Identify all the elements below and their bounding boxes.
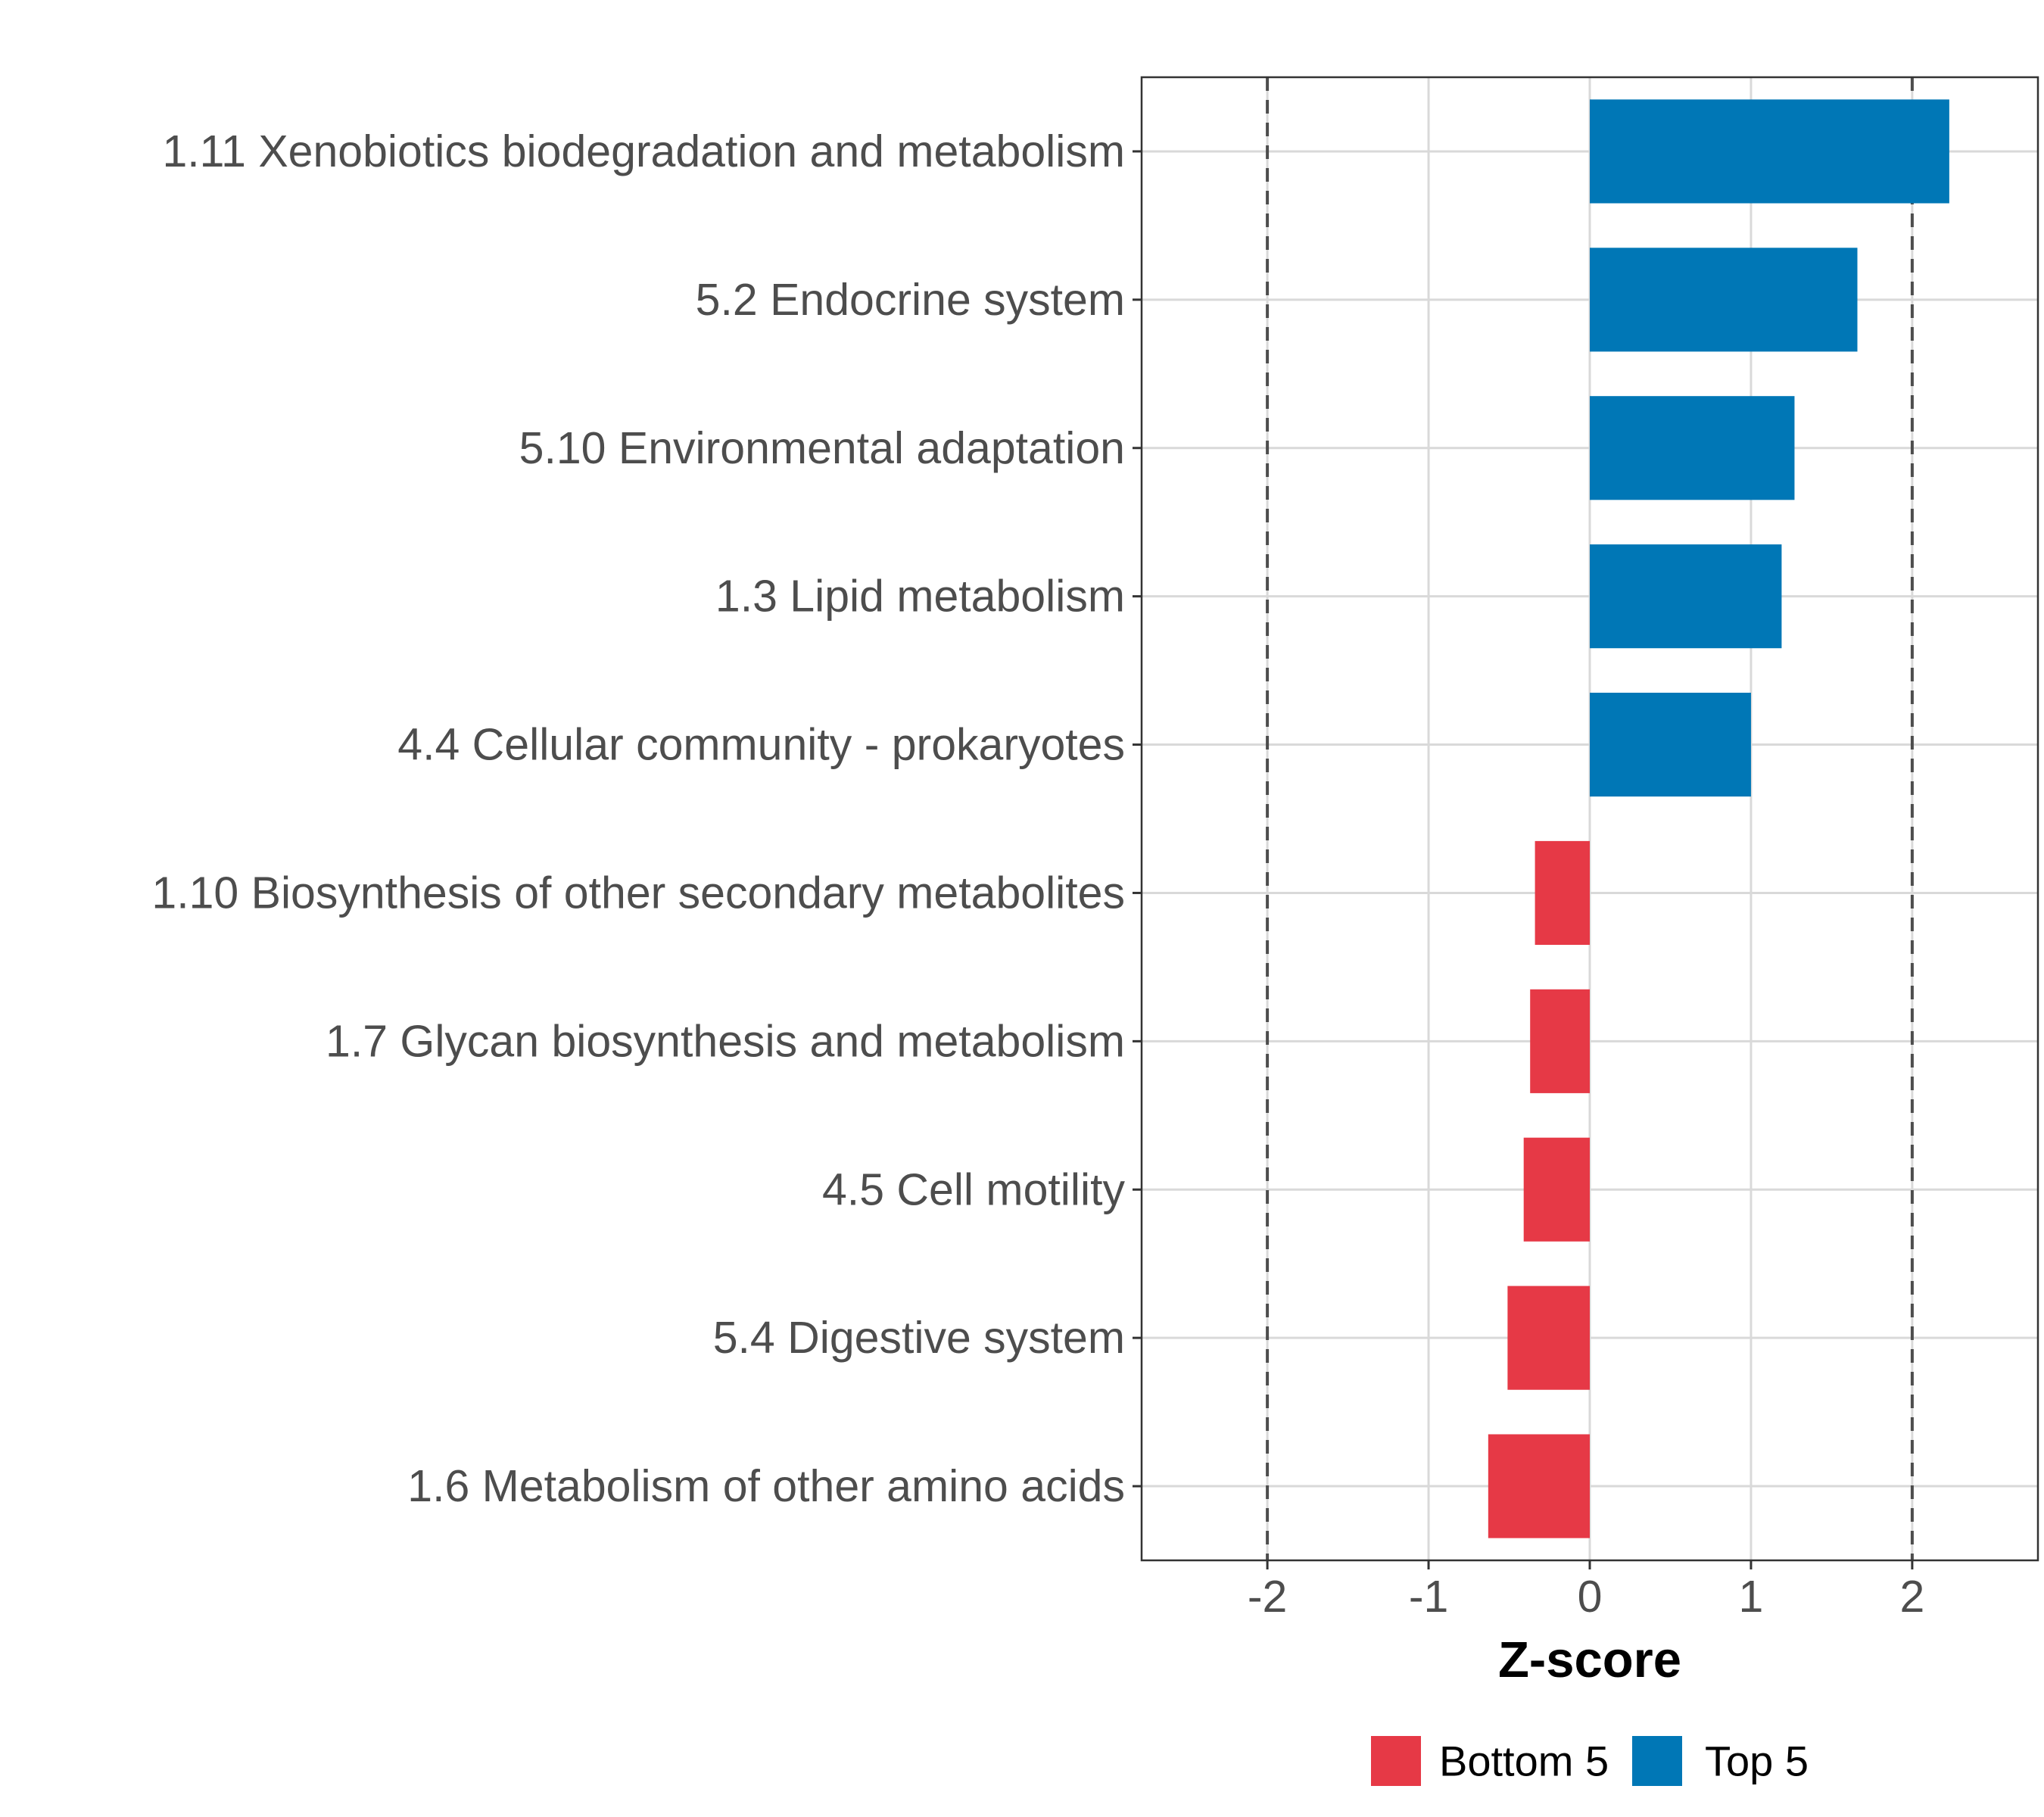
y-tick-label: 5.2 Endocrine system	[696, 275, 1125, 325]
y-tick-label: 4.5 Cell motility	[822, 1164, 1126, 1214]
legend-swatch	[1632, 1736, 1682, 1786]
legend-label: Bottom 5	[1439, 1738, 1609, 1785]
y-tick-label: 5.4 Digestive system	[713, 1313, 1125, 1363]
x-axis-title: Z-score	[1498, 1632, 1681, 1688]
x-tick-label: -1	[1409, 1572, 1448, 1622]
y-tick-label: 1.6 Metabolism of other amino acids	[407, 1461, 1125, 1511]
bar	[1590, 99, 1949, 204]
y-tick-label: 5.10 Environmental adaptation	[519, 423, 1125, 473]
bar	[1590, 544, 1782, 649]
bar	[1523, 1137, 1590, 1242]
bar	[1530, 989, 1590, 1093]
bars	[1488, 99, 1949, 1538]
y-axis: 1.11 Xenobiotics biodegradation and meta…	[151, 126, 1142, 1511]
y-tick-label: 4.4 Cellular community - prokaryotes	[397, 720, 1125, 770]
x-tick-label: 2	[1899, 1572, 1924, 1622]
y-tick-label: 1.10 Biosynthesis of other secondary met…	[151, 868, 1125, 918]
x-tick-label: 0	[1578, 1572, 1603, 1622]
legend: Bottom 5 Top 5	[1371, 1736, 1809, 1786]
bar	[1590, 248, 1858, 352]
legend-swatch	[1371, 1736, 1421, 1786]
bar	[1507, 1286, 1590, 1390]
y-tick-label: 1.7 Glycan biosynthesis and metabolism	[326, 1016, 1125, 1066]
bar	[1488, 1434, 1590, 1538]
bar	[1590, 396, 1795, 500]
bar	[1590, 692, 1751, 797]
reference-lines	[1266, 77, 1914, 1560]
x-tick-label: 1	[1739, 1572, 1764, 1622]
y-tick-label: 1.11 Xenobiotics biodegradation and meta…	[162, 126, 1125, 176]
y-tick-label: 1.3 Lipid metabolism	[715, 572, 1125, 622]
bar	[1535, 840, 1590, 946]
x-axis: -2 -1 0 1 2	[1248, 1560, 1924, 1622]
x-tick-label: -2	[1248, 1572, 1287, 1622]
legend-label: Top 5	[1705, 1738, 1809, 1785]
